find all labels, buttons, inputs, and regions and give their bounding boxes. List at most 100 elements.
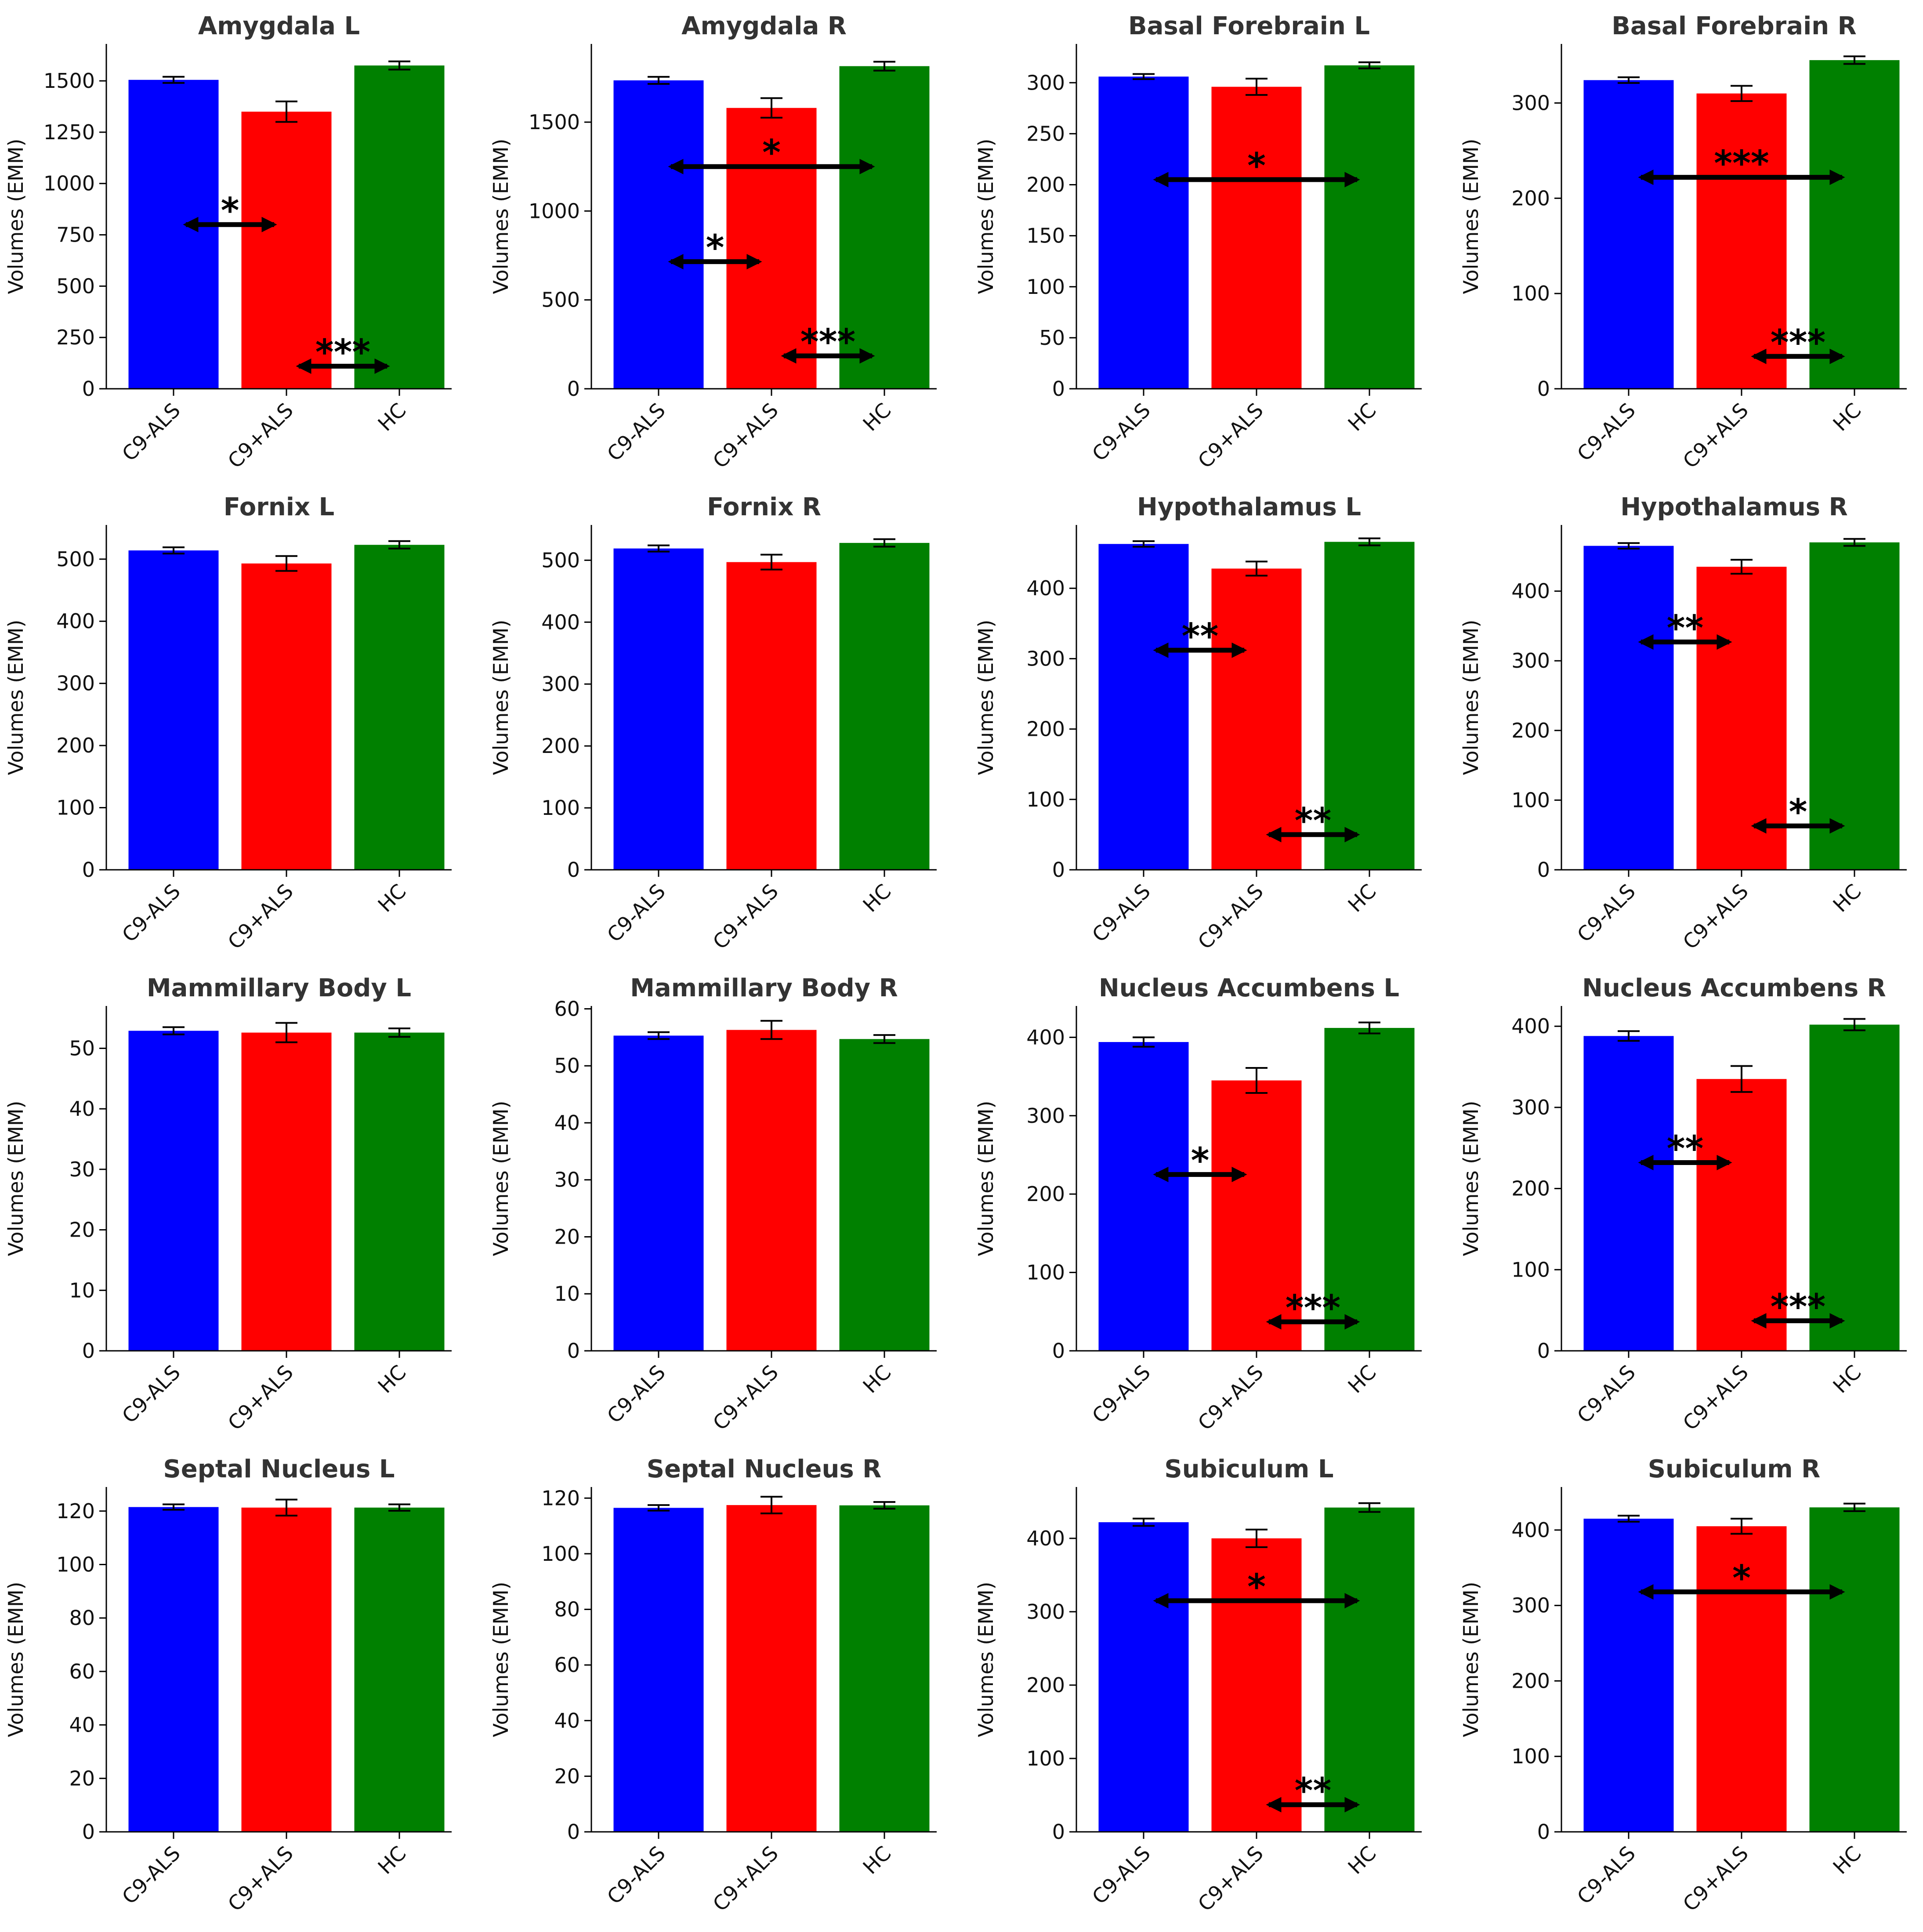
x-tick-label: C9-ALS [117,1360,185,1428]
bar [128,1507,219,1832]
y-tick-label: 0 [82,1820,95,1844]
error-bar [648,1504,670,1512]
y-tick-label: 400 [56,609,95,633]
significance-stars: * [706,228,724,268]
y-axis-label: Volumes (EMM) [974,1100,998,1256]
y-tick-label: 20 [554,1764,580,1788]
bar [1583,546,1674,870]
significance-annotation: *** [1266,1288,1360,1330]
bar [1211,568,1302,870]
y-tick-label: 0 [567,1820,580,1844]
error-bar [163,1026,185,1035]
x-tick-label: C9+ALS [708,398,783,473]
chart-panel: Subiculum L Volumes (EMM) 0 100 200 300 400 C9-… [974,1455,1422,1916]
y-tick-label: 100 [1511,788,1550,812]
y-tick-label: 10 [554,1282,580,1306]
x-tick-label: C9-ALS [1572,398,1640,466]
y-tick-label: 50 [554,1054,580,1078]
chart-title: Basal Forebrain L [1128,12,1370,40]
y-tick-label: 40 [554,1709,580,1733]
y-axis-label: Volumes (EMM) [489,1581,513,1737]
y-tick-label: 200 [1026,173,1065,197]
bar [839,543,930,870]
chart-panel: Hypothalamus L Volumes (EMM) 0 100 200 300 400… [974,493,1422,954]
x-tick-label: C9+ALS [223,398,298,473]
significance-stars: * [762,132,781,173]
y-tick-label: 120 [56,1499,95,1523]
y-tick-label: 200 [541,734,580,758]
y-tick-label: 200 [1511,1177,1550,1201]
y-tick-label: 500 [541,288,580,312]
x-tick-label: HC [1828,1360,1865,1398]
y-tick-label: 200 [1026,1673,1065,1697]
significance-annotation: * [1153,1567,1360,1609]
significance-annotation: ** [1638,1128,1732,1171]
chart-title: Fornix R [707,493,821,521]
y-tick-label: 400 [1026,1025,1065,1049]
significance-annotation: * [1153,1140,1247,1183]
x-tick-label: C9+ALS [223,879,298,954]
chart-title: Mammillary Body L [147,974,411,1002]
bar [1583,1519,1674,1832]
y-tick-label: 400 [1511,1014,1550,1038]
significance-stars: *** [315,332,371,373]
significance-annotation: * [1153,145,1360,188]
error-bar [1358,537,1380,546]
x-tick-label: HC [858,879,895,917]
y-tick-label: 40 [69,1713,95,1737]
bar [613,548,704,870]
y-tick-label: 40 [554,1111,580,1135]
significance-stars: * [1191,1140,1210,1181]
x-tick-label: C9+ALS [1678,398,1753,473]
significance-annotation: *** [1751,322,1845,364]
y-tick-label: 300 [1026,1104,1065,1128]
significance-stars: ** [1667,1128,1704,1169]
y-axis-label: Volumes (EMM) [974,619,998,775]
significance-stars: ** [1295,1770,1332,1811]
x-tick-label: C9-ALS [1087,398,1155,466]
chart-panel: Basal Forebrain L Volumes (EMM) 0 50 100 150 2… [974,12,1422,473]
y-tick-label: 300 [1511,91,1550,115]
error-bar [1358,1502,1380,1513]
y-tick-label: 400 [541,610,580,634]
error-bar [873,61,895,72]
bar [1809,1507,1900,1832]
chart-panel: Fornix L Volumes (EMM) 0 100 200 300 400 500 C9-… [4,493,452,954]
chart-title: Septal Nucleus R [647,1455,882,1483]
error-bar [761,97,782,119]
significance-stars: * [1789,792,1807,832]
x-tick-label: HC [1828,1842,1865,1879]
x-tick-label: HC [1343,879,1380,917]
error-bar [1133,540,1155,548]
error-bar [1843,538,1865,547]
chart-panel: Nucleus Accumbens L Volumes (EMM) 0 100 200 3… [974,974,1422,1435]
y-tick-label: 150 [1026,224,1065,248]
significance-stars: *** [1286,1288,1341,1328]
chart-panel: Septal Nucleus L Volumes (EMM) 0 20 40 60 80 10… [4,1455,452,1916]
y-tick-label: 400 [1026,576,1065,600]
y-tick-label: 200 [1511,719,1550,742]
error-bar [1843,1018,1865,1031]
x-tick-label: C9-ALS [117,398,185,466]
bar [241,112,332,389]
significance-annotation: ** [1266,800,1360,843]
y-tick-label: 500 [56,547,95,571]
y-tick-label: 300 [56,672,95,695]
significance-annotation: ** [1266,1770,1360,1813]
x-tick-label: C9+ALS [223,1360,298,1435]
x-tick-label: HC [1828,398,1865,436]
bar [241,563,332,870]
y-tick-label: 30 [554,1168,580,1192]
x-tick-label: HC [373,398,410,436]
y-tick-label: 400 [1511,579,1550,603]
error-bar [1358,61,1380,69]
chart-panel: Mammillary Body L Volumes (EMM) 0 10 20 30 40 5… [4,974,452,1435]
y-tick-label: 80 [69,1606,95,1630]
y-tick-label: 1500 [43,69,95,93]
bar [1809,1024,1900,1351]
significance-stars: *** [1771,1287,1826,1328]
y-tick-label: 300 [1511,649,1550,673]
bar [241,1032,332,1351]
x-tick-label: C9+ALS [1678,879,1753,954]
y-tick-label: 100 [56,796,95,820]
